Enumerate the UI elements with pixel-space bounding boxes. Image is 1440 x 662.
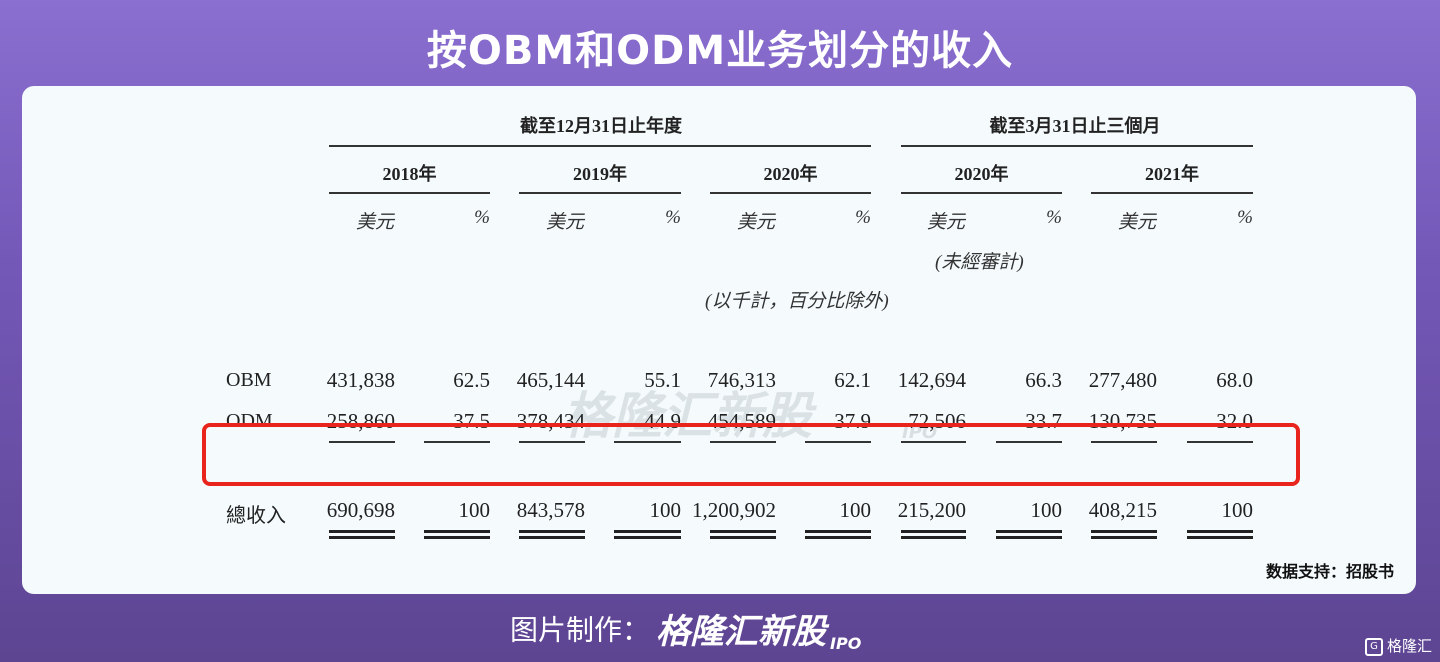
table-cell: 215,200 xyxy=(897,498,966,522)
group-rule xyxy=(329,145,871,147)
table-cell: 378,434 xyxy=(516,409,585,433)
total-double-rule xyxy=(1091,530,1157,539)
table-cell: 454,589 xyxy=(707,409,776,433)
data-source: 数据支持：招股书 xyxy=(1265,562,1394,581)
unit-pct: % xyxy=(474,207,490,228)
table-cell: 32.0 xyxy=(1216,409,1253,433)
watermark-ipo: IPO xyxy=(902,422,938,443)
table-cell: 277,480 xyxy=(1088,368,1157,392)
table-cell: 100 xyxy=(458,498,491,522)
obm-highlight-box xyxy=(202,423,1300,486)
group-header-annual: 截至12月31日止年度 xyxy=(520,116,682,136)
unit-pct: % xyxy=(855,207,871,228)
year-header: 2021年 xyxy=(1145,164,1199,184)
total-double-rule xyxy=(424,530,490,539)
year-rule xyxy=(519,192,681,194)
watermark: 格隆汇新股 xyxy=(562,387,812,445)
unit-usd: 美元 xyxy=(1117,212,1156,233)
unit-usd: 美元 xyxy=(545,212,584,233)
table-cell: 68.0 xyxy=(1216,368,1253,392)
total-double-rule xyxy=(996,530,1062,539)
group-header-quarter: 截至3月31日止三個月 xyxy=(989,116,1161,136)
footer-brand-ipo: IPO xyxy=(830,634,862,653)
table-cell: 100 xyxy=(1030,498,1063,522)
table-cell: 100 xyxy=(649,498,682,522)
table-cell: 690,698 xyxy=(326,498,395,522)
group-rule xyxy=(901,145,1253,147)
subtotal-rule xyxy=(996,441,1062,443)
total-double-rule xyxy=(1187,530,1253,539)
table-cell: 72,506 xyxy=(908,409,966,433)
table-cell: 1,200,902 xyxy=(692,498,776,522)
table-cell: 62.1 xyxy=(834,368,871,392)
unit-usd: 美元 xyxy=(736,212,775,233)
year-rule xyxy=(1091,192,1253,194)
thousands-note: (以千計，百分比除外) xyxy=(705,291,889,312)
table-card: 格隆汇新股 IPO 截至12月31日止年度 截至3月31日止三個月 2018年美元%… xyxy=(22,86,1416,594)
subtotal-rule xyxy=(519,441,585,443)
year-rule xyxy=(329,192,490,194)
footer-credit: 图片制作： 格隆汇新股 IPO xyxy=(510,604,861,653)
year-rule xyxy=(710,192,871,194)
subtotal-rule xyxy=(710,441,776,443)
table-cell: 44.9 xyxy=(644,409,681,433)
gelonghui-logo-icon: G xyxy=(1364,637,1383,656)
year-rule xyxy=(901,192,1062,194)
corner-logo: G 格隆汇 xyxy=(1364,635,1432,656)
year-header: 2020年 xyxy=(954,164,1009,184)
total-double-rule xyxy=(329,530,395,539)
unaudited-note: (未經審計) xyxy=(935,252,1024,273)
unit-pct: % xyxy=(665,207,681,228)
total-double-rule xyxy=(901,530,966,539)
unit-usd: 美元 xyxy=(355,212,394,233)
table-cell: 37.9 xyxy=(834,409,871,433)
table-cell: 408,215 xyxy=(1088,498,1157,522)
footer-label: 图片制作： xyxy=(510,613,651,647)
total-double-rule xyxy=(519,530,585,539)
subtotal-rule xyxy=(1187,441,1253,443)
table-cell: 142,694 xyxy=(897,368,966,392)
year-header: 2019年 xyxy=(573,164,627,184)
subtotal-rule xyxy=(329,441,395,443)
footer-brand: 格隆汇新股 xyxy=(656,612,827,652)
year-header: 2018年 xyxy=(382,164,437,184)
table-cell: 55.1 xyxy=(644,368,681,392)
table-cell: 843,578 xyxy=(516,498,585,522)
year-header: 2020年 xyxy=(763,164,818,184)
table-cell: 62.5 xyxy=(453,368,490,392)
table-cell: 130,735 xyxy=(1088,409,1157,433)
subtotal-rule xyxy=(1091,441,1157,443)
subtotal-rule xyxy=(901,441,966,443)
subtotal-rule xyxy=(805,441,871,443)
table-cell: 37.5 xyxy=(453,409,490,433)
total-double-rule xyxy=(614,530,681,539)
row-label: 總收入 xyxy=(226,505,286,527)
total-double-rule xyxy=(710,530,776,539)
table-cell: 431,838 xyxy=(326,368,395,392)
row-label: OBM xyxy=(226,369,272,391)
unit-pct: % xyxy=(1046,207,1062,228)
table-cell: 100 xyxy=(1221,498,1254,522)
table-cell: 100 xyxy=(839,498,872,522)
total-double-rule xyxy=(805,530,871,539)
table-cell: 66.3 xyxy=(1025,368,1062,392)
table-cell: 746,313 xyxy=(707,368,776,392)
unit-usd: 美元 xyxy=(926,212,965,233)
table-cell: 33.7 xyxy=(1025,409,1062,433)
corner-logo-text: 格隆汇 xyxy=(1386,637,1432,655)
unit-pct: % xyxy=(1237,207,1253,228)
table-cell: 465,144 xyxy=(516,368,585,392)
table-cell: 258,860 xyxy=(326,409,395,433)
subtotal-rule xyxy=(614,441,681,443)
subtotal-rule xyxy=(424,441,490,443)
page-title: 按OBM和ODM业务划分的收入 xyxy=(426,28,1014,74)
